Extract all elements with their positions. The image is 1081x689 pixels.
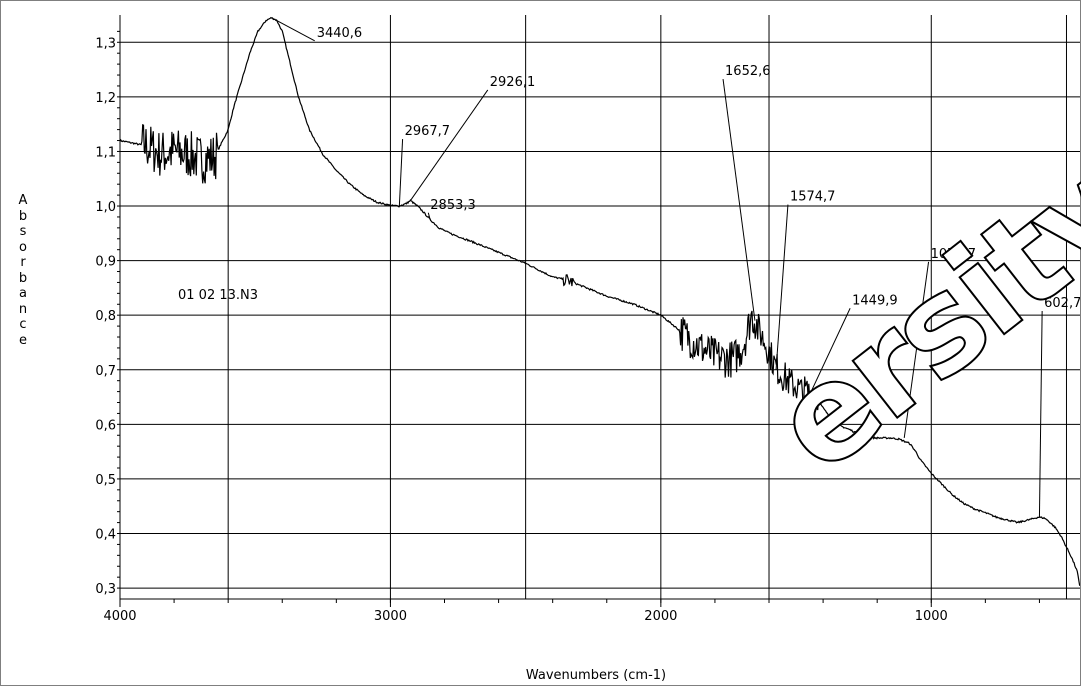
- y-axis-label-letter: n: [18, 301, 28, 317]
- peak-label: 2853,3: [430, 198, 476, 213]
- y-tick-label: 0,6: [95, 418, 116, 433]
- y-tick-label: 0,4: [95, 528, 116, 543]
- peak-leader-line: [1038, 310, 1043, 518]
- y-tick-label: 1,1: [95, 145, 116, 160]
- y-axis-label-letter: a: [19, 286, 27, 301]
- peak-label: 1075,7: [931, 247, 977, 262]
- x-tick-label: 4000: [103, 609, 136, 624]
- peak-leader-line: [722, 78, 756, 321]
- series-layer: [119, 16, 1081, 586]
- y-axis-label-letter: c: [19, 317, 27, 332]
- peak-label: 1652,6: [725, 64, 771, 79]
- y-tick-label: 0,5: [95, 473, 116, 488]
- peak-label: 1574,7: [790, 190, 836, 205]
- peak-leader-line: [903, 261, 930, 439]
- y-axis-label-letter: A: [18, 193, 28, 208]
- peak-label: 1449,9: [852, 293, 898, 308]
- peak-leader-line: [809, 308, 851, 395]
- tick-layer: 0,3 0,4 0,5 0,6 0,7 0,8 0,9 1,0 1,1 1,2 1,3 4000 300…: [95, 15, 1080, 624]
- y-axis-label-letter: b: [18, 270, 28, 286]
- annotation-layer: 3440,6 2967,7 2926,1 2853,3 1652,6 1574,7 1449…: [271, 17, 1081, 518]
- y-axis-label-letter: o: [19, 239, 27, 255]
- y-axis-label-letter: b: [18, 208, 28, 224]
- y-tick-label: 1,3: [95, 36, 116, 51]
- x-tick-label: 2000: [644, 609, 677, 624]
- y-tick-label: 0,9: [95, 255, 116, 270]
- peak-label: 2926,1: [490, 75, 536, 90]
- sample-label: 01 02 13.N3: [178, 288, 258, 303]
- y-tick-label: 1,0: [95, 200, 116, 215]
- peak-label: 2967,7: [405, 124, 451, 139]
- y-tick-label: 0,7: [95, 364, 116, 379]
- peak-leader-line: [775, 204, 789, 370]
- y-tick-label: 1,2: [95, 91, 116, 106]
- y-tick-label: 0,3: [95, 582, 116, 597]
- peak-leader-line: [410, 89, 489, 201]
- y-axis-label-letter: e: [19, 332, 27, 348]
- x-tick-label: 3000: [374, 609, 407, 624]
- x-tick-label: 1000: [915, 609, 948, 624]
- peak-label: 602,7: [1044, 296, 1080, 311]
- y-axis-label-letter: r: [20, 255, 26, 270]
- peak-label: 3440,6: [317, 26, 363, 41]
- peak-leader-line: [271, 17, 315, 42]
- spectrum-line: [119, 16, 1081, 586]
- y-axis-label-letter: s: [19, 224, 27, 239]
- x-axis-label: Wavenumbers (cm-1): [526, 668, 666, 683]
- peak-leader-line: [398, 139, 404, 207]
- peak-leader-line: [427, 212, 431, 220]
- y-tick-label: 0,8: [95, 309, 116, 324]
